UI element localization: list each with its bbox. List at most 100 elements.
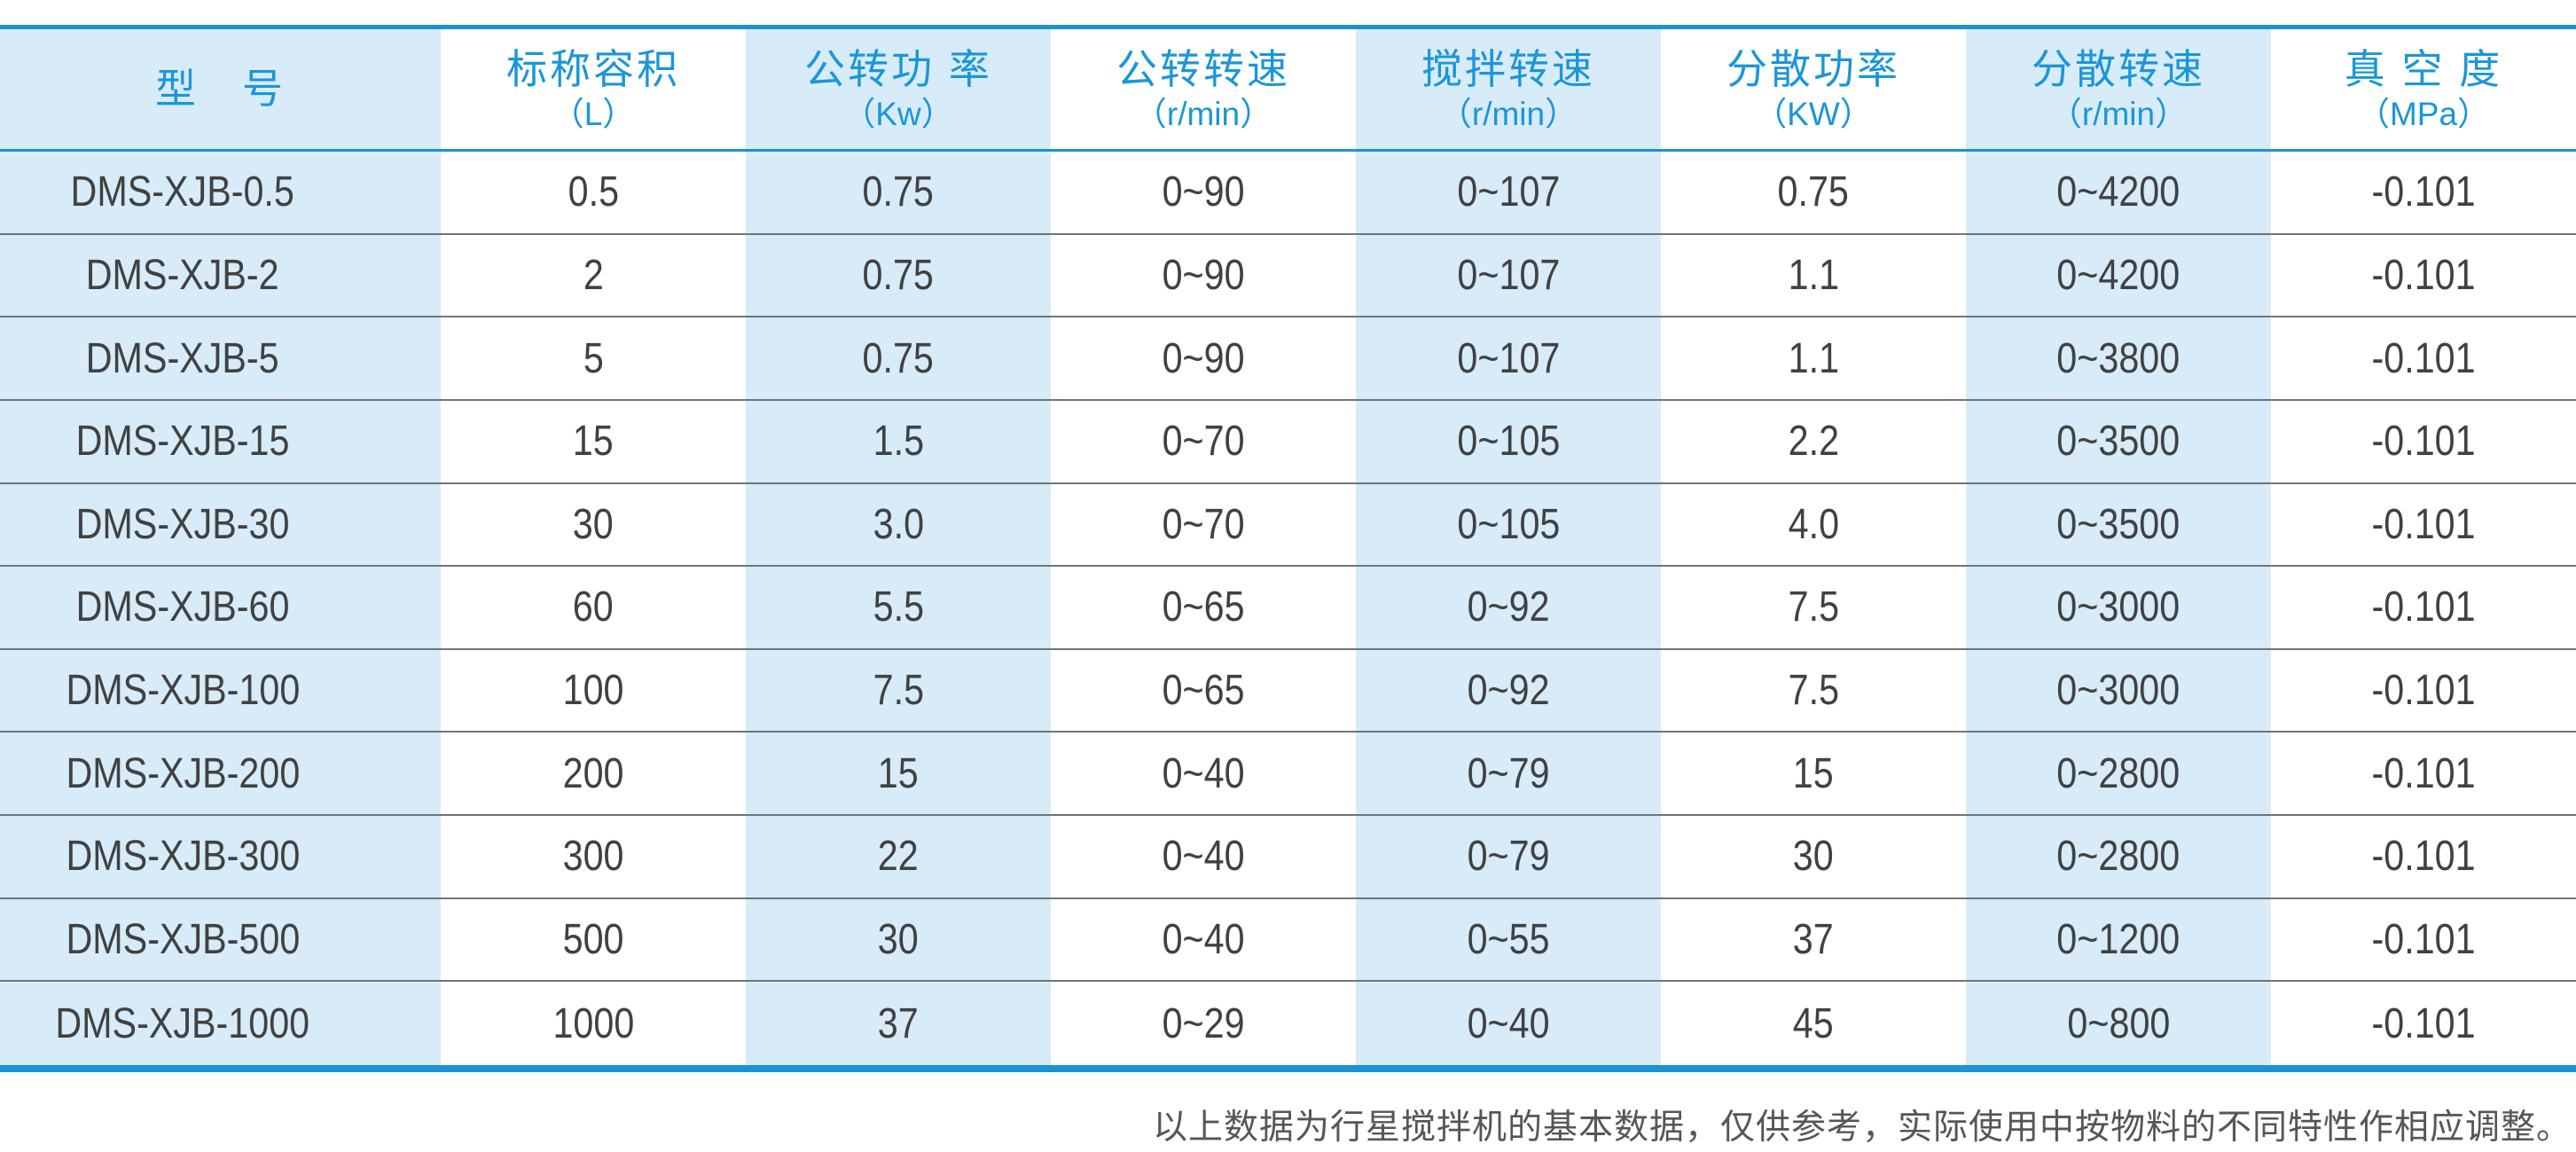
vacuum-degree-cell: -0.101 xyxy=(2271,152,2576,233)
model-value: DMS-XJB-30 xyxy=(75,500,290,548)
header-vacuum-degree: 真 空 度（MPa） xyxy=(2271,29,2576,149)
cell-value: 0~3000 xyxy=(2056,667,2181,715)
header-title: 公转功 率 xyxy=(804,46,992,93)
cell-value: 0~4200 xyxy=(2056,168,2181,216)
model-cell: DMS-XJB-500 xyxy=(0,898,441,981)
cell-value: 0.75 xyxy=(1777,168,1850,216)
cell-value: 0.5 xyxy=(568,168,619,216)
cell-value: 0~55 xyxy=(1467,915,1550,963)
header-unit: （r/min） xyxy=(1133,95,1273,132)
revolution-power-cell: 22 xyxy=(746,816,1051,897)
cell-value: 0~105 xyxy=(1457,500,1560,548)
cell-value: 500 xyxy=(562,915,624,963)
model-cell: DMS-XJB-100 xyxy=(0,649,441,732)
revolution-speed-cell: 0~40 xyxy=(1051,816,1356,897)
stir-speed-cell: 0~107 xyxy=(1356,234,1661,317)
cell-value: 200 xyxy=(562,749,624,797)
revolution-power-cell: 7.5 xyxy=(746,649,1051,732)
cell-value: 7.5 xyxy=(1788,667,1839,715)
header-stir-speed: 搅拌转速 （r/min） xyxy=(1356,29,1661,149)
cell-value: 300 xyxy=(562,833,624,881)
dispersion-power-cell: 37 xyxy=(1661,899,1966,981)
cell-value: 15 xyxy=(1793,749,1834,797)
cell-value: 1.5 xyxy=(873,418,924,466)
table-row: DMS-XJB-60 60 5.5 0~65 0~92 7.5 0~3000 -0.101 xyxy=(0,567,2576,650)
dispersion-power-cell: 0.75 xyxy=(1661,152,1966,233)
table-bottom-border xyxy=(0,1064,2576,1072)
table-top-border xyxy=(0,25,2576,29)
vacuum-degree-cell: -0.101 xyxy=(2271,650,2576,732)
header-dispersion-speed: 分散转速 （r/min） xyxy=(1966,29,2271,149)
model-cell: DMS-XJB-15 xyxy=(0,400,441,482)
header-revolution-power: 公转功 率（Kw） xyxy=(746,29,1051,149)
header-unit: （r/min） xyxy=(2048,95,2188,132)
revolution-power-cell: 0.75 xyxy=(746,317,1051,399)
cell-value: 1.1 xyxy=(1788,251,1839,299)
cell-value: 30 xyxy=(1793,833,1834,881)
cell-value: 2.2 xyxy=(1788,418,1839,466)
nominal-volume-cell: 0.5 xyxy=(441,152,746,233)
cell-value: -0.101 xyxy=(2371,418,2476,466)
revolution-speed-cell: 0~29 xyxy=(1051,982,1356,1065)
dispersion-speed-cell: 0~800 xyxy=(1966,982,2271,1065)
table-row: DMS-XJB-100 100 7.5 0~65 0~92 7.5 0~3000 -0.101 xyxy=(0,649,2576,733)
cell-value: 0~65 xyxy=(1162,584,1245,631)
cell-value: 15 xyxy=(878,749,919,797)
cell-value: 0~92 xyxy=(1467,584,1550,631)
revolution-power-cell: 0.75 xyxy=(746,234,1051,317)
revolution-speed-cell: 0~40 xyxy=(1051,899,1356,981)
cell-value: 60 xyxy=(573,584,614,631)
vacuum-degree-cell: -0.101 xyxy=(2271,816,2576,897)
revolution-power-cell: 15 xyxy=(746,733,1051,814)
revolution-speed-cell: 0~70 xyxy=(1051,401,1356,482)
cell-value: 0~107 xyxy=(1457,334,1560,382)
cell-value: 5 xyxy=(583,334,604,382)
revolution-speed-cell: 0~90 xyxy=(1051,235,1356,317)
cell-value: 30 xyxy=(573,500,614,548)
model-value: DMS-XJB-0.5 xyxy=(70,168,295,216)
table-row: DMS-XJB-30 30 3.0 0~70 0~105 4.0 0~3500 -0.101 xyxy=(0,483,2576,568)
footnote-text: 以上数据为行星搅拌机的基本数据，仅供参考，实际使用中按物料的不同特性作相应调整。 xyxy=(1152,1108,2572,1148)
cell-value: -0.101 xyxy=(2371,251,2476,299)
header-model: 型 号 xyxy=(0,29,441,149)
vacuum-degree-cell: -0.101 xyxy=(2271,982,2576,1065)
dispersion-speed-cell: 0~3800 xyxy=(1966,317,2271,399)
header-title: 公转转速 xyxy=(1116,46,1290,93)
cell-value: 0~3500 xyxy=(2056,500,2181,548)
cell-value: -0.101 xyxy=(2371,500,2476,548)
cell-value: 15 xyxy=(573,418,614,466)
header-unit: （L） xyxy=(551,95,636,132)
nominal-volume-cell: 60 xyxy=(441,567,746,648)
table-body: DMS-XJB-0.5 0.5 0.75 0~90 0~107 0.75 0~4200 -0.… xyxy=(0,152,2576,1065)
cell-value: 0~79 xyxy=(1467,833,1550,881)
table-row: DMS-XJB-1000 1000 37 0~29 0~40 45 0~800 -0.101 xyxy=(0,982,2576,1065)
cell-value: -0.101 xyxy=(2371,915,2476,963)
spec-table: 型 号标称容积 （L） 公转功 率（Kw） 公转转速 （r/min） 搅拌转速 （r/min… xyxy=(0,25,2576,1072)
cell-value: 0~4200 xyxy=(2056,251,2181,299)
stir-speed-cell: 0~55 xyxy=(1356,898,1661,981)
header-title: 真 空 度 xyxy=(2344,46,2503,93)
stir-speed-cell: 0~79 xyxy=(1356,816,1661,897)
model-value: DMS-XJB-1000 xyxy=(55,999,310,1047)
model-value: DMS-XJB-15 xyxy=(75,418,290,466)
model-cell: DMS-XJB-5 xyxy=(0,317,441,399)
cell-value: 0~3500 xyxy=(2056,418,2181,466)
cell-value: 0~29 xyxy=(1162,999,1245,1047)
model-value: DMS-XJB-200 xyxy=(66,749,300,797)
table-row: DMS-XJB-2 2 0.75 0~90 0~107 1.1 0~4200 -0.101 xyxy=(0,234,2576,318)
header-unit: （Kw） xyxy=(842,95,954,132)
header-unit: （MPa） xyxy=(2356,95,2491,132)
revolution-speed-cell: 0~65 xyxy=(1051,567,1356,648)
revolution-speed-cell: 0~70 xyxy=(1051,484,1356,566)
cell-value: -0.101 xyxy=(2371,667,2476,715)
model-cell: DMS-XJB-200 xyxy=(0,733,441,814)
cell-value: 0~3000 xyxy=(2056,584,2181,631)
vacuum-degree-cell: -0.101 xyxy=(2271,235,2576,317)
table-row: DMS-XJB-300 300 22 0~40 0~79 30 0~2800 -0.101 xyxy=(0,816,2576,899)
revolution-speed-cell: 0~90 xyxy=(1051,152,1356,233)
header-dispersion-power: 分散功率 （KW） xyxy=(1661,29,1966,149)
cell-value: 30 xyxy=(878,915,919,963)
model-cell: DMS-XJB-2 xyxy=(0,234,441,317)
revolution-speed-cell: 0~90 xyxy=(1051,317,1356,399)
